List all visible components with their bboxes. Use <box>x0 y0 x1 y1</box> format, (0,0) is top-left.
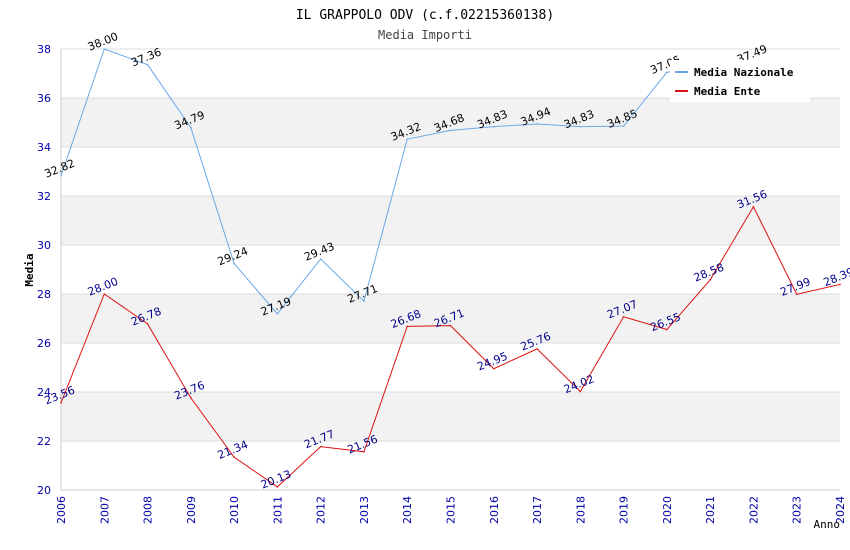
chart-title: IL GRAPPOLO ODV (c.f.02215360138) <box>296 8 554 23</box>
data-point <box>492 367 495 370</box>
x-axis-label: Anno <box>814 518 841 531</box>
y-tick-label: 36 <box>37 92 51 105</box>
data-label: 32.82 <box>43 157 77 181</box>
x-tick-label: 2023 <box>791 496 804 524</box>
data-point <box>536 123 538 125</box>
data-point <box>276 486 279 488</box>
legend-label: Media Ente <box>694 85 761 98</box>
y-tick-label: 38 <box>37 43 51 56</box>
data-point <box>60 175 62 177</box>
grid-band <box>61 294 840 343</box>
x-tick-label: 2014 <box>401 496 414 524</box>
grid-band <box>61 98 840 147</box>
legend-label: Media Nazionale <box>694 66 794 79</box>
data-label: 38.00 <box>86 30 120 54</box>
data-point <box>190 397 192 399</box>
y-tick-labels: 20 22 24 26 28 30 32 34 36 38 <box>37 43 51 497</box>
data-label: 21.34 <box>216 438 250 462</box>
x-tick-label: 2017 <box>531 496 544 524</box>
data-point <box>795 293 798 296</box>
x-tick-label: 2009 <box>185 496 198 524</box>
data-point <box>363 300 365 302</box>
series-line <box>60 48 754 315</box>
data-point <box>103 48 106 50</box>
data-point <box>60 401 62 404</box>
y-tick-label: 26 <box>37 337 51 350</box>
series-line <box>60 205 841 488</box>
data-point <box>449 324 452 327</box>
series-layer <box>60 48 841 488</box>
x-tick-label: 2016 <box>488 496 501 524</box>
data-point <box>233 456 235 458</box>
data-point <box>492 125 495 128</box>
data-point <box>666 328 668 331</box>
y-tick-label: 28 <box>37 288 51 301</box>
data-point <box>233 262 235 265</box>
data-point <box>319 445 322 448</box>
grid-band <box>61 196 840 245</box>
data-point <box>622 125 625 127</box>
data-point <box>622 315 625 318</box>
grid-band <box>61 392 840 441</box>
data-point <box>319 258 322 260</box>
y-tick-label: 20 <box>37 484 51 497</box>
x-tick-label: 2007 <box>98 496 111 524</box>
x-tick-label: 2011 <box>271 496 284 524</box>
y-tick-label: 24 <box>37 386 51 399</box>
data-point <box>146 63 149 66</box>
x-tick-label: 2013 <box>358 496 371 524</box>
chart-subtitle: Media Importi <box>378 28 472 42</box>
data-label: 24.95 <box>475 350 509 374</box>
data-point <box>406 138 409 140</box>
y-axis-label: Media <box>23 253 36 286</box>
legend: Media Nazionale Media Ente <box>670 60 810 102</box>
x-tick-label: 2018 <box>574 496 587 524</box>
data-point <box>449 129 452 132</box>
data-point <box>363 450 365 453</box>
data-point <box>536 348 538 350</box>
legend-box <box>670 60 810 102</box>
y-tick-label: 22 <box>37 435 51 448</box>
x-tick-label: 2015 <box>445 496 458 524</box>
x-tick-label: 2008 <box>142 496 155 524</box>
x-tick-label: 2006 <box>55 496 68 524</box>
x-tick-label: 2022 <box>747 496 760 524</box>
x-tick-label: 2020 <box>661 496 674 524</box>
y-tick-label: 34 <box>37 141 51 154</box>
data-label: 20.13 <box>259 468 293 492</box>
x-tick-labels: 2006 2007 2008 2009 2010 2011 2012 2013 2014 2015… <box>55 496 847 524</box>
x-tick-label: 2010 <box>228 496 241 524</box>
data-point <box>839 283 841 286</box>
data-point <box>709 278 711 281</box>
data-point <box>190 126 192 129</box>
data-point <box>752 205 755 208</box>
data-point <box>406 325 409 328</box>
data-point <box>579 390 582 393</box>
y-tick-label: 32 <box>37 190 51 203</box>
data-point <box>666 71 668 74</box>
data-point <box>579 125 582 128</box>
x-tick-label: 2012 <box>315 496 328 524</box>
x-tick-label: 2024 <box>834 496 847 524</box>
data-point <box>103 293 106 295</box>
data-point <box>276 313 279 315</box>
data-label: 29.24 <box>216 244 250 268</box>
x-tick-label: 2019 <box>618 496 631 524</box>
y-tick-label: 30 <box>37 239 51 252</box>
x-tick-label: 2021 <box>704 496 717 524</box>
data-point <box>146 323 149 325</box>
grid-bands <box>61 98 840 441</box>
